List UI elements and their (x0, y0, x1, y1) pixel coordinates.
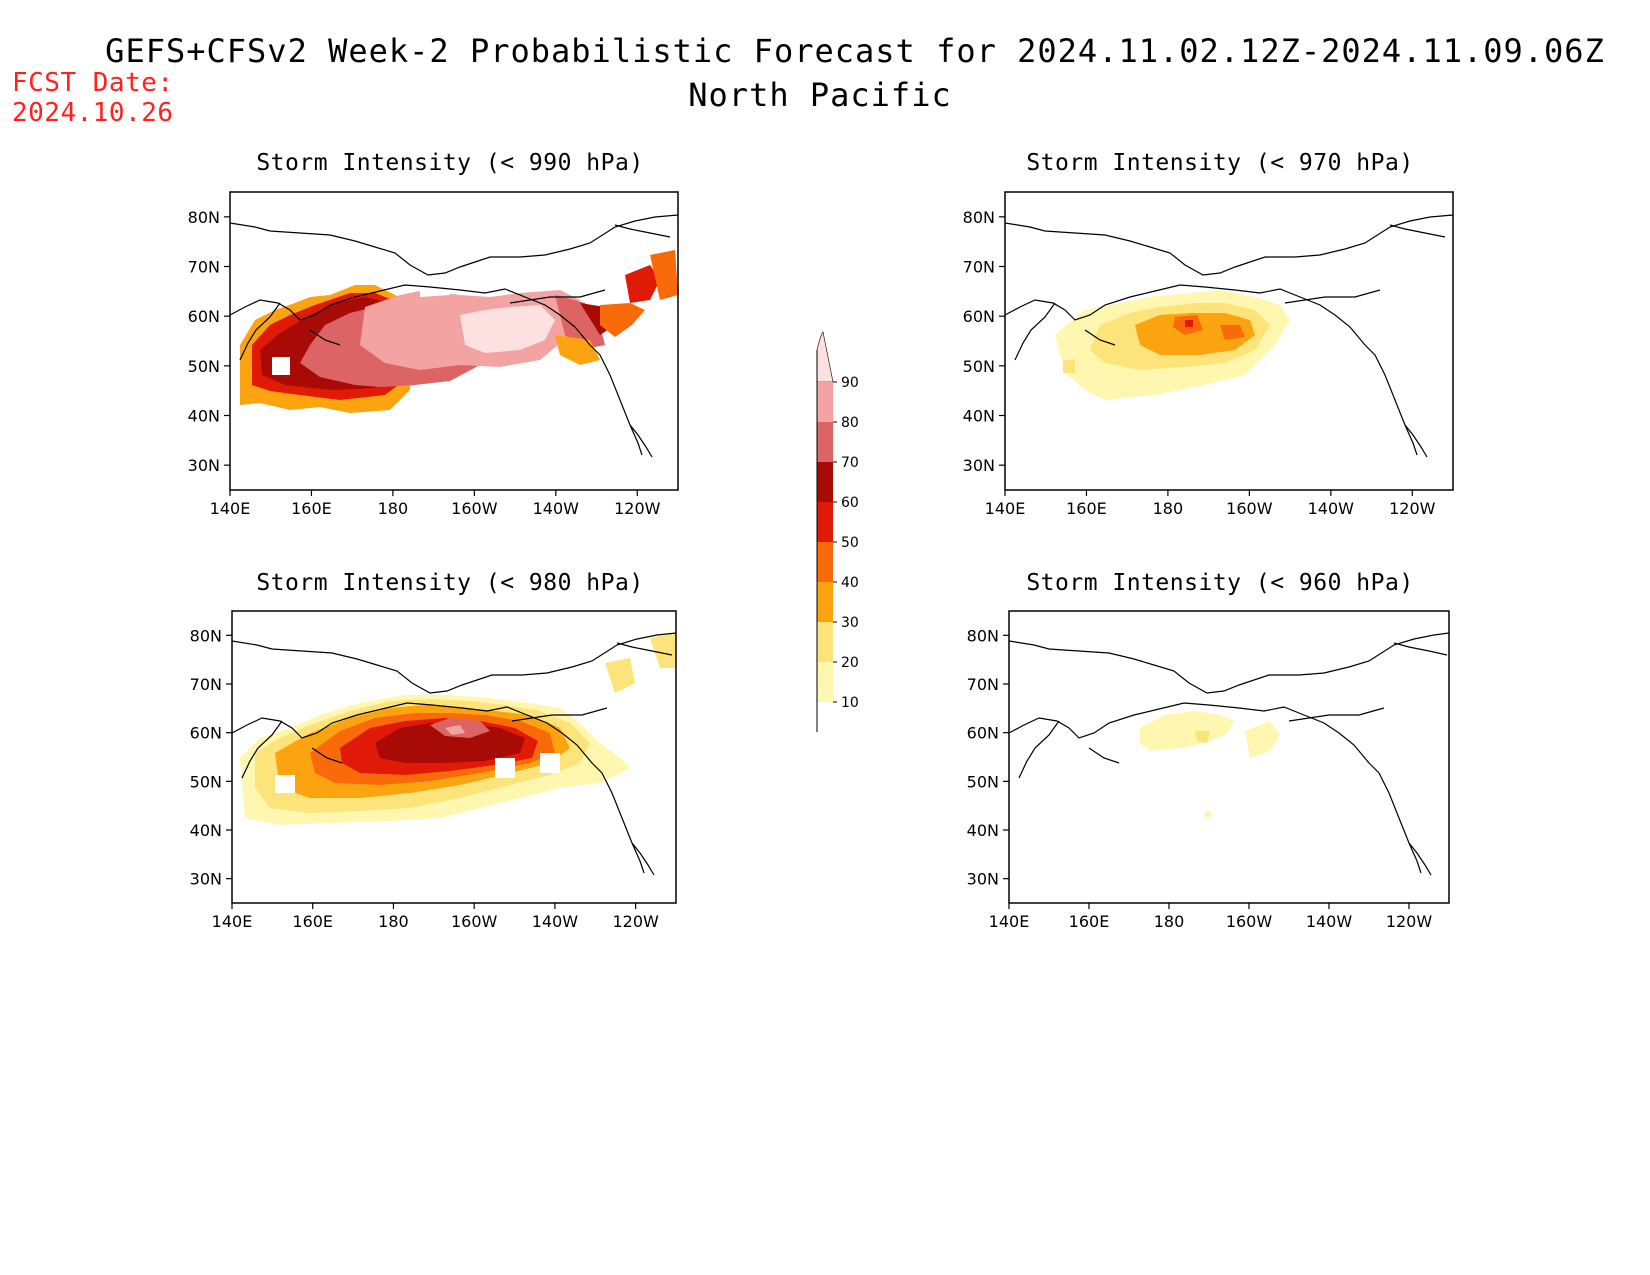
lat-tick-label: 70N (967, 675, 999, 694)
map-panel-970: 80N 70N 60N 50N 40N 30N 140E 160E 180 160W 140W 120… (963, 191, 1454, 515)
lon-tick-label: 120W (614, 499, 661, 515)
lon-tick-label: 160E (1066, 499, 1107, 515)
colorbar-label: 90 (841, 375, 859, 391)
lat-tick-label: 30N (188, 456, 220, 475)
map-frame (229, 191, 679, 491)
colorbar-label: 50 (841, 535, 859, 551)
lat-tick-label: 50N (967, 772, 999, 791)
lat-tick-label: 80N (967, 626, 999, 645)
probability-fill-990 (240, 250, 678, 413)
lat-tick-label: 70N (963, 258, 995, 277)
lat-tick-label: 40N (188, 407, 220, 426)
map-panel-960: 80N 70N 60N 50N 40N 30N 140E 160E 180 160W 140W 120… (967, 610, 1450, 931)
lat-tick-label: 50N (188, 357, 220, 376)
lat-tick-label: 40N (190, 821, 222, 840)
colorbar-swatch (817, 542, 833, 582)
colorbar-swatch (817, 382, 833, 422)
lon-tick-label: 160W (451, 912, 498, 931)
lat-tick-label: 60N (963, 307, 995, 326)
lat-tick-label: 80N (188, 208, 220, 227)
colorbar-label: 40 (841, 575, 859, 591)
lon-tick-label: 140E (210, 499, 251, 515)
lon-tick-label: 140E (212, 912, 253, 931)
lon-tick-label: 140E (989, 912, 1030, 931)
colorbar-label: 60 (841, 495, 859, 511)
panel-title-990: Storm Intensity (< 990 hPa) (256, 150, 644, 176)
colorbar-swatch (817, 662, 833, 702)
colorbar-label: 70 (841, 455, 859, 471)
colorbar-swatch (816, 331, 834, 383)
map-panel-990: 80N 70N 60N 50N 40N 30N 140E 160E 180 160W 140W 120… (188, 191, 679, 515)
colorbar-swatch (817, 422, 833, 462)
lon-tick-label: 180 (1153, 499, 1184, 515)
region-subtitle: North Pacific (688, 76, 952, 114)
lon-tick-label: 140W (533, 499, 580, 515)
lat-tick-label: 70N (188, 258, 220, 277)
colorbar-swatch (817, 462, 833, 502)
panel-title-980: Storm Intensity (< 980 hPa) (256, 570, 644, 596)
lon-tick-label: 120W (1386, 912, 1433, 931)
colorbar-swatch (817, 622, 833, 662)
forecast-date-label: FCST Date: (12, 68, 174, 98)
lat-tick-label: 50N (963, 357, 995, 376)
lon-tick-label: 140E (985, 499, 1026, 515)
probability-fill-980 (240, 633, 676, 825)
lon-tick-label: 180 (378, 912, 409, 931)
lon-tick-label: 120W (612, 912, 659, 931)
probability-fill-960 (1140, 711, 1280, 817)
colorbar-swatch (817, 582, 833, 622)
lat-tick-label: 30N (963, 456, 995, 475)
map-frame (231, 610, 677, 904)
colorbar-label: 10 (841, 695, 859, 711)
main-title: GEFS+CFSv2 Week-2 Probabilistic Forecast… (105, 32, 1605, 70)
lat-tick-label: 80N (190, 626, 222, 645)
lat-tick-label: 30N (190, 870, 222, 889)
colorbar-label: 80 (841, 415, 859, 431)
lat-tick-label: 60N (188, 307, 220, 326)
lon-tick-label: 180 (1154, 912, 1185, 931)
panel-title-960: Storm Intensity (< 960 hPa) (1026, 570, 1414, 596)
lon-tick-label: 160E (292, 912, 333, 931)
lat-tick-label: 50N (190, 772, 222, 791)
lon-tick-label: 180 (378, 499, 409, 515)
colorbar-label: 30 (841, 615, 859, 631)
map-panel-980: 80N 70N 60N 50N 40N 30N 140E 160E 180 160W 140W 120… (190, 610, 677, 931)
lon-tick-label: 140W (532, 912, 579, 931)
lon-tick-label: 160W (1226, 499, 1273, 515)
map-frame (1008, 610, 1450, 904)
lon-tick-label: 160E (291, 499, 332, 515)
lat-tick-label: 30N (967, 870, 999, 889)
colorbar-label: 20 (841, 655, 859, 671)
map-frame (1004, 191, 1454, 491)
colorbar-swatch (817, 502, 833, 542)
lat-tick-label: 80N (963, 208, 995, 227)
lat-tick-label: 60N (967, 724, 999, 743)
probability-fill-970 (1055, 290, 1290, 400)
colorbar: 10 20 30 40 50 60 70 80 90 (816, 331, 859, 732)
lon-tick-label: 160E (1069, 912, 1110, 931)
lon-tick-label: 120W (1389, 499, 1436, 515)
lon-tick-label: 160W (1226, 912, 1273, 931)
lat-tick-label: 40N (963, 407, 995, 426)
lat-tick-label: 40N (967, 821, 999, 840)
lon-tick-label: 160W (451, 499, 498, 515)
lon-tick-label: 140W (1306, 912, 1353, 931)
lat-tick-label: 60N (190, 724, 222, 743)
panel-title-970: Storm Intensity (< 970 hPa) (1026, 150, 1414, 176)
forecast-date-value: 2024.10.26 (12, 98, 174, 128)
lon-tick-label: 140W (1308, 499, 1355, 515)
lat-tick-label: 70N (190, 675, 222, 694)
